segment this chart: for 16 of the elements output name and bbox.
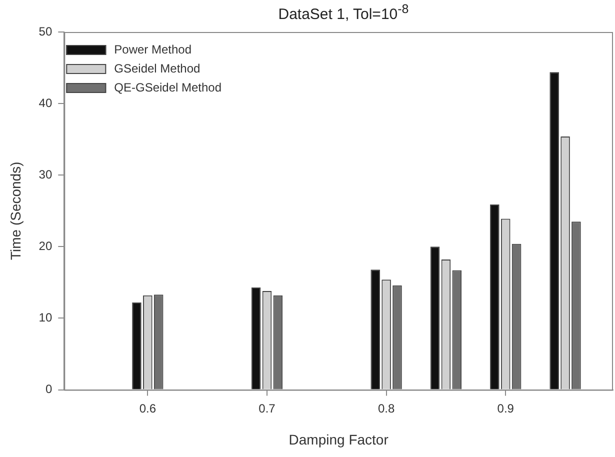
- x-tick-label: 0.8: [378, 401, 395, 416]
- y-tick-label: 50: [38, 24, 52, 38]
- legend-label: GSeidel Method: [114, 61, 200, 76]
- y-tick-label: 40: [38, 96, 52, 110]
- x-axis-title: Damping Factor: [288, 431, 389, 448]
- x-tick-label: 0.9: [497, 401, 514, 416]
- y-tick-label: 0: [45, 382, 52, 396]
- x-tick-label: 0.6: [139, 401, 156, 416]
- y-tick-label: 10: [38, 310, 52, 325]
- legend-label: QE-GSeidel Method: [114, 80, 222, 94]
- chart-title: DataSet 1, Tol=10$^{-8}$: [277, 2, 410, 23]
- y-axis-title: Time (Seconds): [7, 162, 24, 260]
- y-tick-label: 30: [38, 167, 52, 182]
- y-tick-label: 20: [38, 238, 52, 253]
- legend-label: Power Method: [114, 42, 192, 56]
- x-tick-label: 0.7: [258, 401, 276, 416]
